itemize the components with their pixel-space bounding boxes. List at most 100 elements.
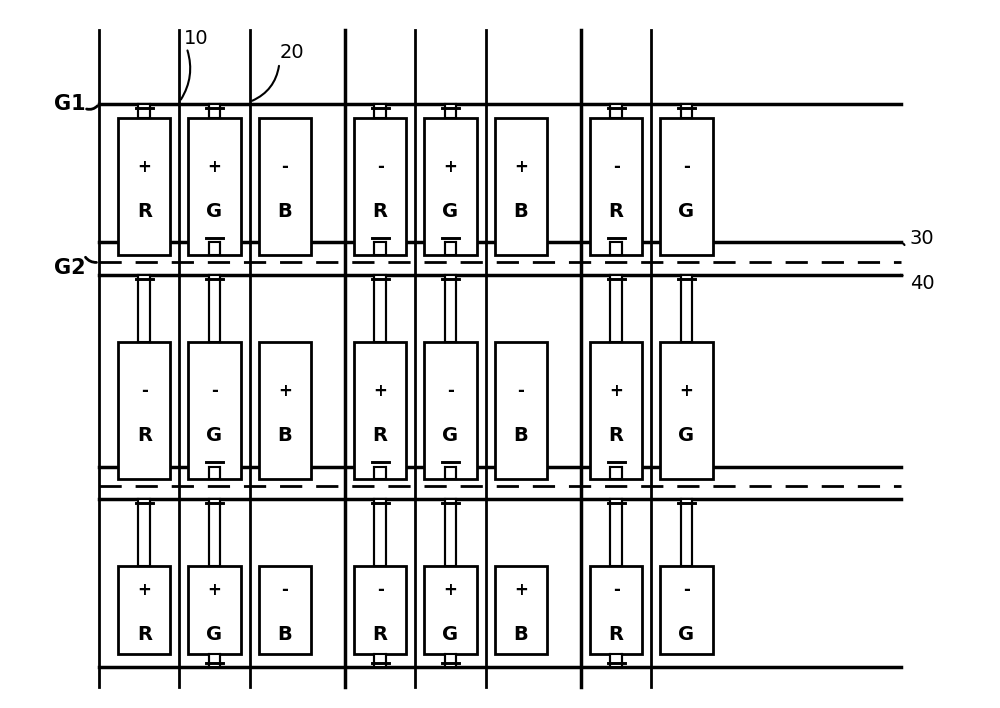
Bar [660,342,713,479]
Bar [374,275,386,342]
Bar [354,342,406,479]
Text: +: + [679,382,693,400]
Text: G: G [678,202,694,221]
Bar [590,342,642,479]
Text: -: - [683,158,690,176]
Bar [681,275,692,342]
Bar [259,342,311,479]
Bar [445,275,456,342]
Bar [445,467,456,479]
Text: R: R [137,426,152,445]
Text: -: - [211,382,218,400]
Text: G: G [442,202,459,221]
Bar [424,118,477,255]
Text: G: G [442,426,459,445]
Bar [495,566,547,654]
Text: G: G [442,625,459,644]
Bar [495,342,547,479]
Bar [610,499,622,566]
Bar [590,118,642,255]
Text: G2: G2 [54,258,86,278]
Text: G: G [206,625,223,644]
Text: G: G [206,426,223,445]
Bar [424,342,477,479]
Bar [138,499,150,566]
Text: G: G [206,202,223,221]
Text: B: B [277,625,292,644]
Text: R: R [373,202,388,221]
Text: 40: 40 [910,274,934,293]
Bar [610,654,622,668]
Text: -: - [377,158,384,176]
Bar [445,654,456,668]
Bar [209,242,220,255]
Text: -: - [517,382,524,400]
Text: R: R [609,625,624,644]
Text: B: B [513,625,528,644]
Text: +: + [373,382,387,400]
Bar [374,242,386,255]
Text: +: + [137,158,151,176]
Bar [445,499,456,566]
Text: G1: G1 [54,93,86,114]
Bar [374,467,386,479]
Text: +: + [208,158,221,176]
Text: +: + [137,581,151,599]
Bar [259,118,311,255]
Bar [374,499,386,566]
Text: B: B [513,426,528,445]
Text: R: R [609,202,624,221]
Bar [354,118,406,255]
Text: +: + [444,158,457,176]
Bar [610,275,622,342]
Text: 20: 20 [279,42,304,62]
Bar [138,103,150,118]
Text: -: - [281,158,288,176]
Text: G: G [678,426,694,445]
Bar [374,103,386,118]
Bar [681,103,692,118]
Bar [188,118,241,255]
Text: -: - [613,581,620,599]
Text: B: B [277,426,292,445]
Text: G: G [678,625,694,644]
Text: +: + [514,581,528,599]
Text: -: - [447,382,454,400]
Text: -: - [141,382,148,400]
Text: R: R [137,202,152,221]
Text: +: + [514,158,528,176]
Bar [259,566,311,654]
Bar [445,242,456,255]
Text: R: R [609,426,624,445]
Bar [445,103,456,118]
Text: 30: 30 [910,229,934,249]
Bar [209,275,220,342]
Text: +: + [444,581,457,599]
Text: -: - [281,581,288,599]
Text: +: + [609,382,623,400]
Bar [660,118,713,255]
Bar [209,654,220,668]
Bar [354,566,406,654]
Bar [118,342,170,479]
Bar [660,566,713,654]
Bar [118,566,170,654]
Text: R: R [373,426,388,445]
Text: -: - [683,581,690,599]
Bar [495,118,547,255]
Bar [610,103,622,118]
Bar [209,467,220,479]
Bar [610,467,622,479]
Text: B: B [277,202,292,221]
Text: R: R [373,625,388,644]
Bar [118,118,170,255]
Bar [188,342,241,479]
Text: +: + [278,382,292,400]
Bar [590,566,642,654]
Text: R: R [137,625,152,644]
Bar [610,242,622,255]
Bar [681,499,692,566]
Text: 10: 10 [184,29,209,48]
Bar [209,103,220,118]
Bar [374,654,386,668]
